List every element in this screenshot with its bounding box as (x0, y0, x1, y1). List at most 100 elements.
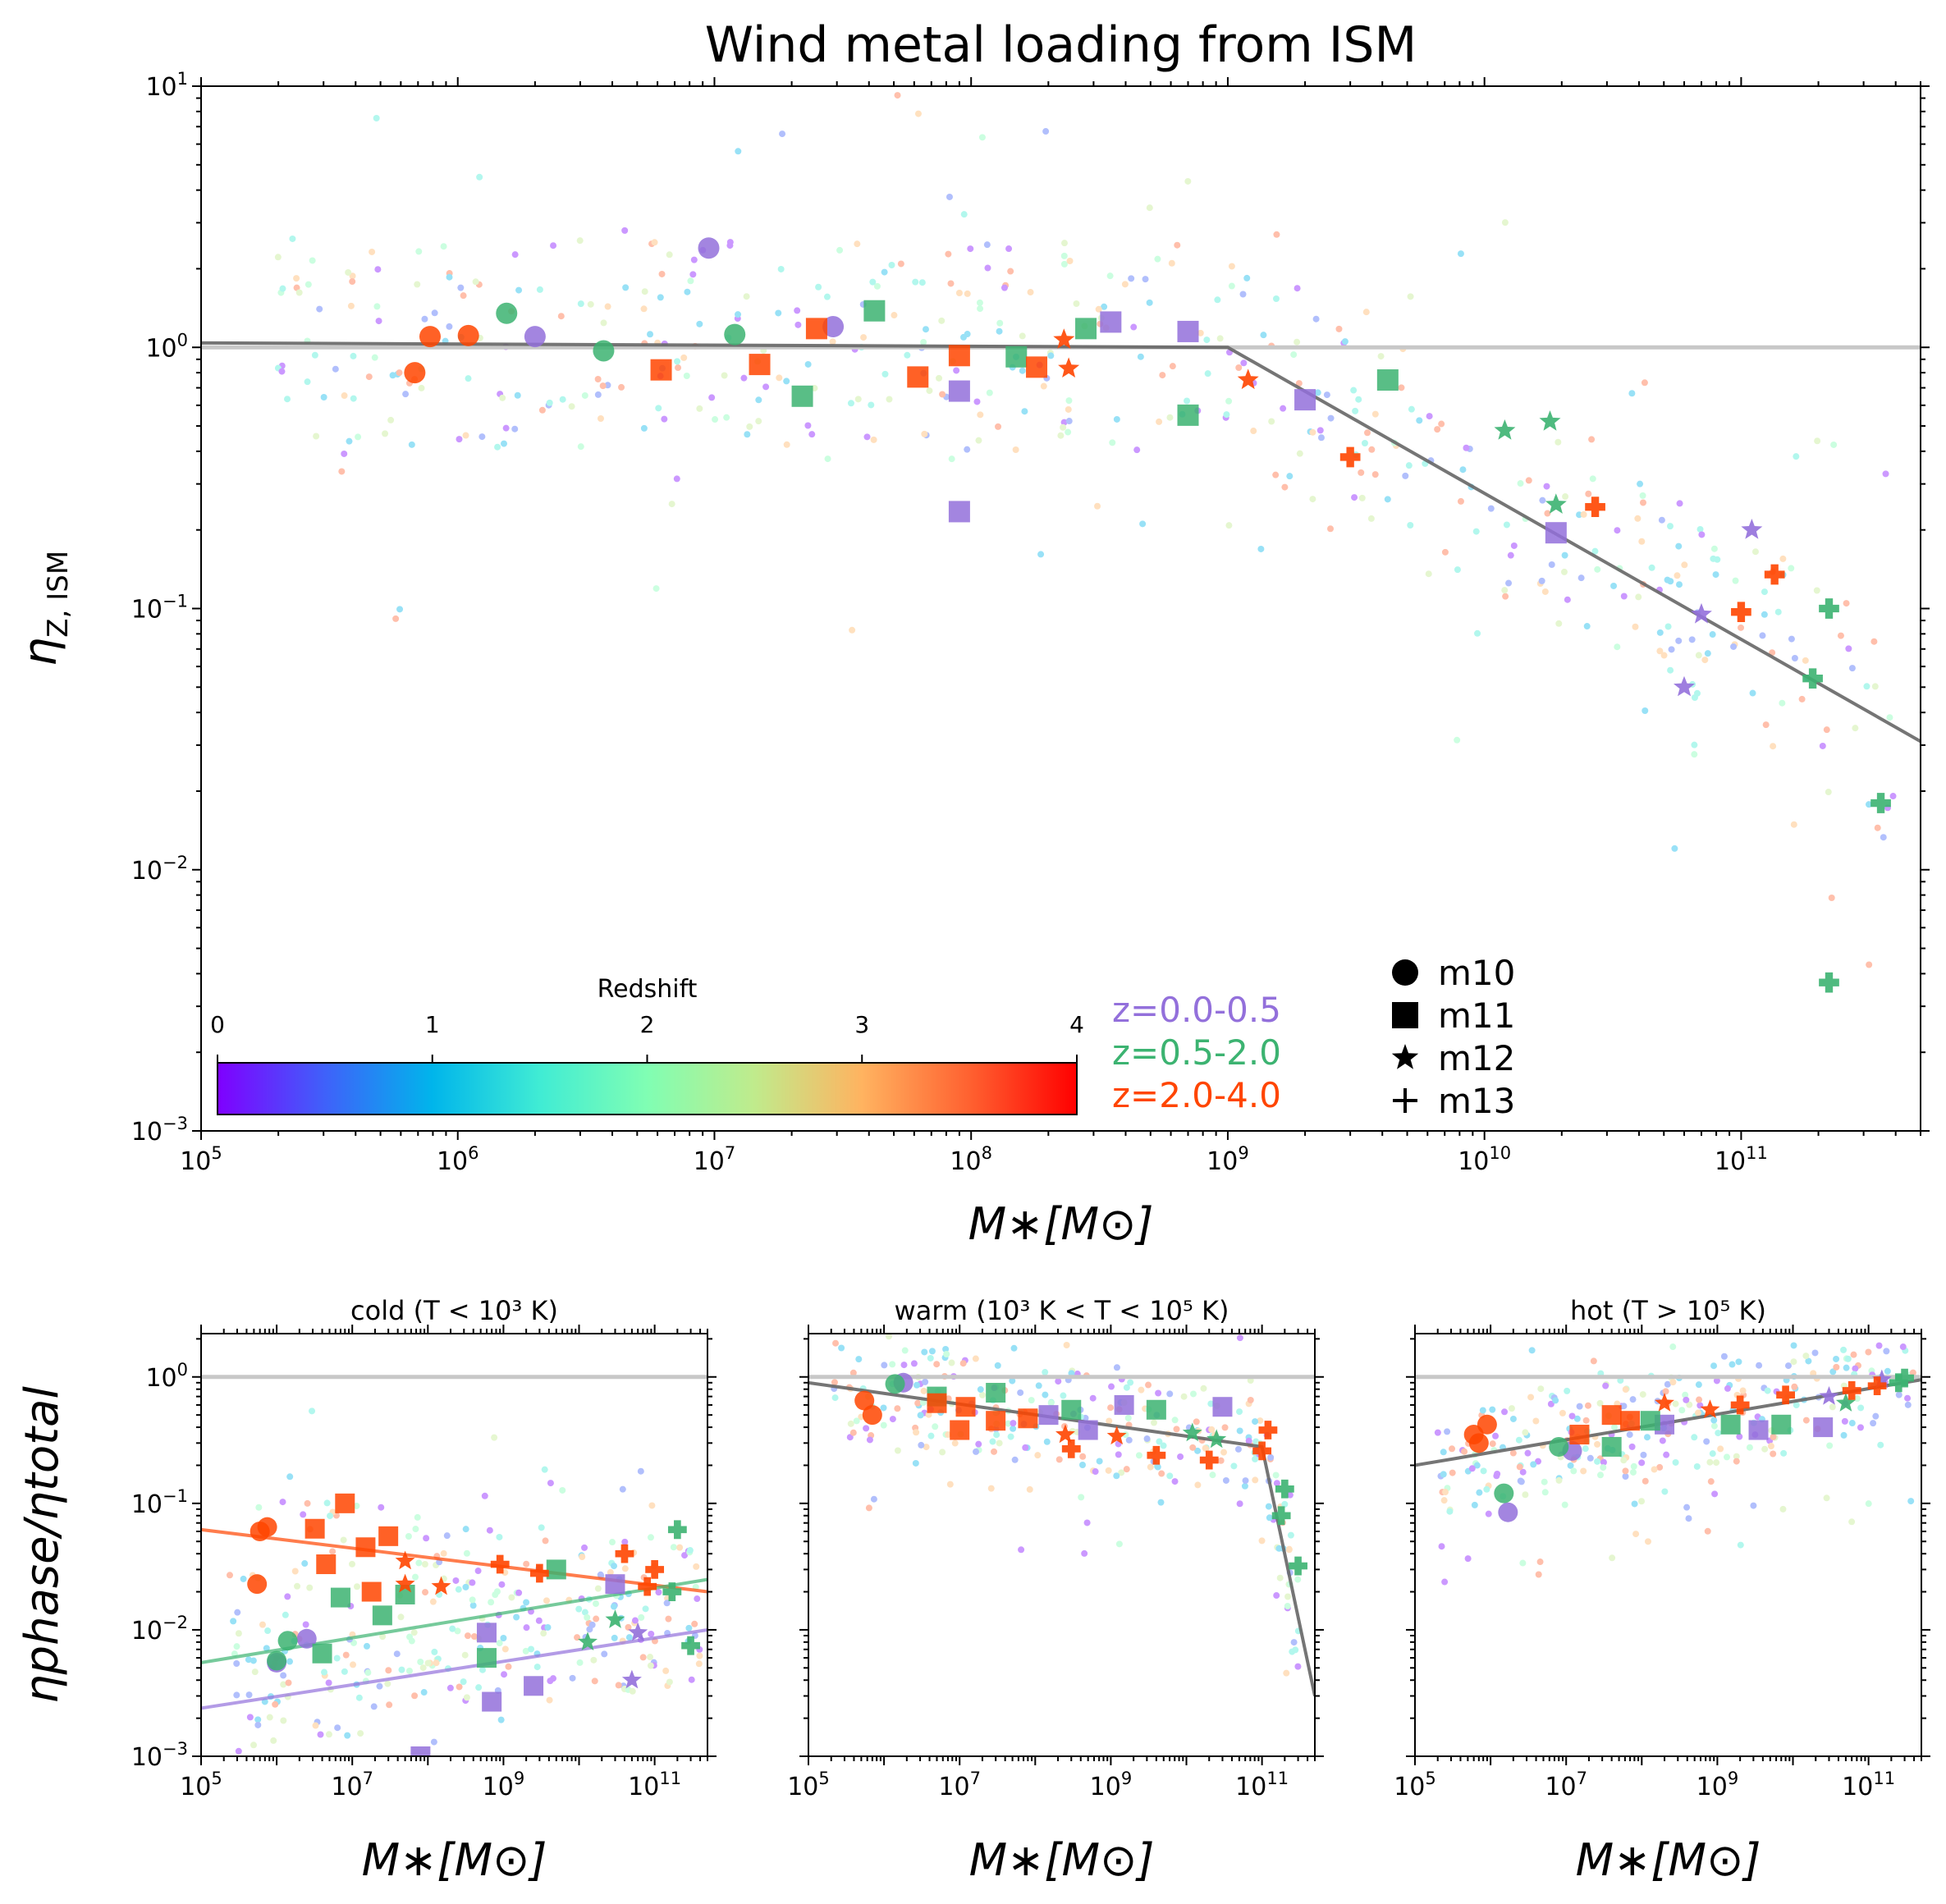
bg-point (1656, 1463, 1664, 1471)
bg-point (545, 401, 552, 409)
bg-point (1166, 1390, 1174, 1398)
axes-frame (200, 85, 1921, 1132)
point-square (1813, 1417, 1834, 1438)
bg-point (460, 292, 467, 300)
bg-point (1837, 632, 1844, 639)
bg-point (323, 1499, 331, 1507)
bg-point (1823, 726, 1830, 734)
bg-point (1848, 665, 1856, 672)
bg-point (866, 1436, 873, 1444)
bg-point (1623, 1453, 1630, 1461)
bg-point (1790, 1342, 1797, 1349)
bg-point (846, 1434, 854, 1441)
colorbar-tick-label: 2 (640, 1011, 655, 1038)
point-square (1075, 318, 1097, 340)
bg-point (1522, 1429, 1529, 1436)
bg-point (855, 1356, 863, 1363)
bg-point (1538, 577, 1545, 584)
bg-point (1000, 284, 1008, 291)
background-points-layer (226, 92, 1916, 1755)
point-square (312, 1643, 332, 1664)
point-star (431, 1576, 451, 1595)
bg-point (364, 1669, 372, 1677)
bg-point (245, 1656, 252, 1664)
bg-point (286, 1658, 294, 1665)
bg-point (559, 1486, 566, 1494)
bg-point (1751, 548, 1759, 556)
bg-point (1439, 1489, 1446, 1496)
bg-point (740, 374, 748, 382)
bg-point (1683, 1396, 1690, 1403)
bg-point (586, 1626, 593, 1633)
bg-point (304, 378, 311, 386)
bg-point (460, 1678, 467, 1686)
bg-point (1220, 1449, 1228, 1456)
bg-point (515, 286, 523, 294)
point-circle (822, 316, 845, 338)
bg-point (1485, 1510, 1492, 1517)
bg-point (664, 1682, 671, 1690)
bg-point (1853, 1395, 1861, 1403)
bg-point (1543, 483, 1550, 490)
bg-point (1079, 1462, 1087, 1469)
bg-point (619, 1485, 626, 1493)
point-circle (267, 1650, 287, 1671)
bg-point (410, 1629, 418, 1636)
bg-point (1026, 1485, 1033, 1493)
bg-point (608, 1559, 616, 1567)
bg-point (881, 268, 888, 276)
bg-point (1676, 500, 1683, 507)
bg-point (611, 1563, 618, 1570)
bg-point (374, 266, 382, 273)
bg-point (1828, 894, 1835, 901)
bg-point (541, 1624, 548, 1632)
bg-point (418, 384, 425, 391)
bg-point (1206, 1426, 1213, 1434)
point-plus (667, 1520, 687, 1540)
bg-point (869, 278, 877, 286)
bg-point (370, 1703, 378, 1710)
point-plus (1147, 1445, 1166, 1465)
bg-point (385, 1667, 392, 1674)
bg-point (794, 307, 801, 314)
bg-point (1202, 1444, 1209, 1452)
bg-point (1535, 1458, 1542, 1465)
bg-point (1767, 1443, 1774, 1450)
bg-point (1118, 1469, 1125, 1476)
bg-point (1368, 446, 1376, 453)
point-square (1177, 320, 1199, 342)
bg-point (488, 1599, 495, 1606)
bg-point (1710, 555, 1717, 562)
bg-point (1144, 1436, 1152, 1444)
bg-point (320, 1668, 327, 1676)
bg-point (941, 1354, 949, 1362)
bg-point (1829, 1403, 1836, 1411)
bg-point (1788, 635, 1795, 643)
bg-point (600, 319, 607, 327)
bg-point (1317, 434, 1325, 442)
bg-point (1639, 499, 1646, 506)
bg-point (900, 1362, 908, 1369)
bg-point (446, 273, 453, 281)
point-circle (419, 326, 441, 348)
bg-point (1137, 353, 1144, 360)
bg-point (923, 432, 930, 439)
bg-point (405, 1533, 412, 1540)
bg-point (577, 443, 584, 451)
bg-point (913, 1429, 920, 1436)
bg-point (1217, 1457, 1225, 1464)
point-square (749, 354, 771, 376)
bg-point (1761, 611, 1768, 618)
bg-point (1113, 1364, 1120, 1371)
bg-point (1287, 1531, 1294, 1539)
point-square (986, 1411, 1006, 1431)
bg-point (973, 1448, 980, 1455)
bg-point (1710, 1362, 1718, 1370)
bg-point (414, 1513, 421, 1521)
point-plus (1802, 668, 1823, 689)
bg-point (353, 1583, 360, 1590)
bg-point (1438, 420, 1445, 428)
bg-point (342, 1651, 350, 1659)
point-square (1601, 1405, 1622, 1426)
bg-point (1674, 572, 1681, 579)
